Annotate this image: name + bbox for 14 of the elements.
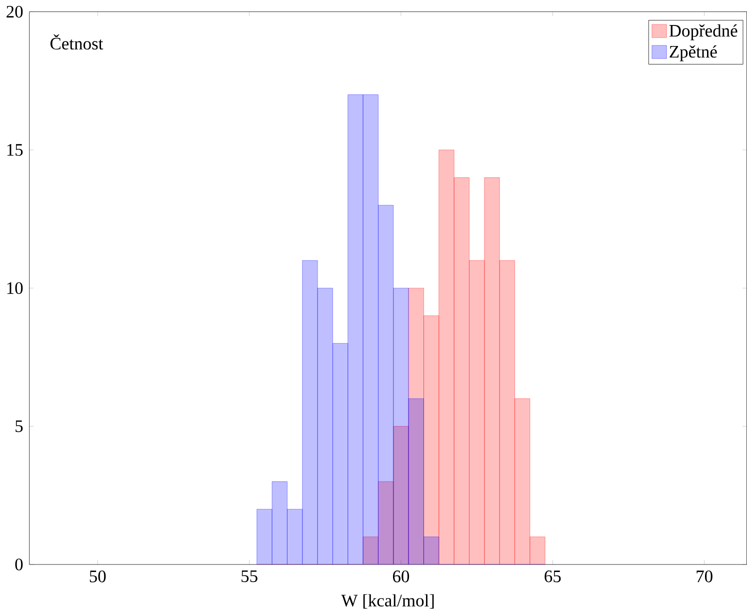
- x-tick-label: 60: [392, 570, 410, 583]
- y-tick-label: 10: [7, 282, 23, 294]
- x-tick-label: 65: [544, 570, 561, 583]
- y-tick-label: 15: [7, 144, 23, 156]
- y-axis-title: Četnost: [50, 34, 104, 50]
- legend-label: Dopředné: [669, 24, 738, 40]
- y-tick-label: 5: [16, 420, 23, 432]
- x-axis-title: W [kcal/mol]: [341, 594, 434, 609]
- legend-label: Zpětné: [670, 46, 717, 62]
- y-tick-label: 20: [6, 6, 23, 18]
- x-tick-label: 55: [242, 570, 258, 582]
- x-tick-label: 70: [696, 570, 712, 583]
- x-tick-label: 50: [90, 570, 106, 583]
- y-tick-label: 0: [15, 558, 23, 571]
